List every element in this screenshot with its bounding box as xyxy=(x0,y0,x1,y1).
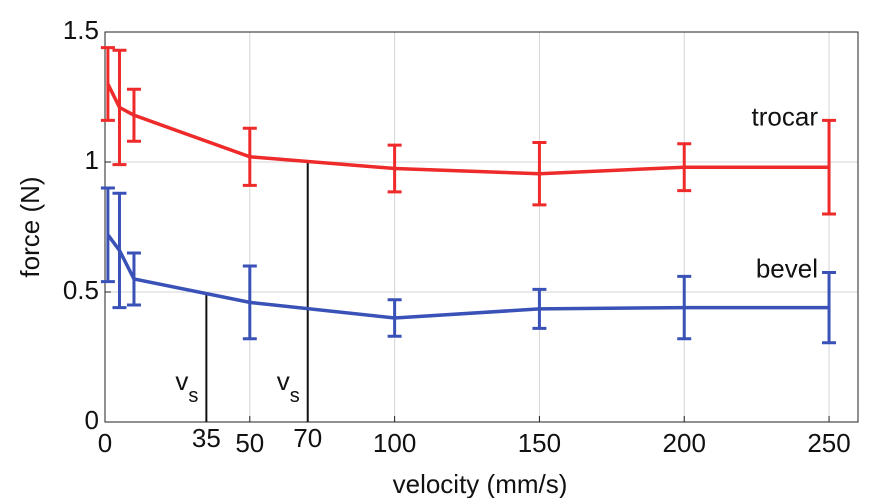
error-bar xyxy=(242,126,257,187)
error-bar xyxy=(387,143,402,194)
marker-label-main: v xyxy=(277,366,290,396)
x-tick-label: 50 xyxy=(235,428,264,458)
marker-label-sub: s xyxy=(290,385,300,407)
error-bar xyxy=(532,287,547,330)
error-bar xyxy=(532,141,547,207)
marker-label: vs xyxy=(277,366,300,407)
plot-frame xyxy=(104,31,859,423)
x-tick-label: 100 xyxy=(373,428,416,458)
error-bar xyxy=(100,46,115,122)
error-bar xyxy=(387,298,402,338)
x-tick-label: 0 xyxy=(98,428,112,458)
error-bar xyxy=(677,274,692,341)
x-tick-label: 250 xyxy=(807,428,850,458)
x-tick-label: 200 xyxy=(663,428,706,458)
y-tick-label: 0 xyxy=(85,405,99,435)
x-tick-label: 150 xyxy=(518,428,561,458)
error-bar xyxy=(242,264,257,341)
error-bar xyxy=(822,118,837,216)
series-label: trocar xyxy=(752,101,819,131)
marker-label-sub: s xyxy=(188,385,198,407)
y-tick-label: 1 xyxy=(85,145,99,175)
error-bar xyxy=(126,251,141,307)
error-bar xyxy=(126,87,141,143)
x-axis-label: velocity (mm/s) xyxy=(393,469,568,498)
error-bar xyxy=(822,271,837,345)
series-line xyxy=(106,83,830,176)
series-label: bevel xyxy=(756,253,818,283)
series-line xyxy=(106,233,830,320)
marker-label-main: v xyxy=(175,366,188,396)
marker-label: vs xyxy=(175,366,198,407)
error-bar xyxy=(112,48,127,167)
marker-tick-label: 35 xyxy=(192,423,221,453)
error-bar xyxy=(677,142,692,193)
error-bar xyxy=(112,191,127,310)
plot-area xyxy=(105,32,858,422)
y-tick-label: 0.5 xyxy=(63,275,99,305)
marker-tick-label: 70 xyxy=(293,423,322,453)
y-axis-label: force (N) xyxy=(15,176,45,277)
y-tick-label: 1.5 xyxy=(63,15,99,45)
error-bar xyxy=(100,186,115,284)
